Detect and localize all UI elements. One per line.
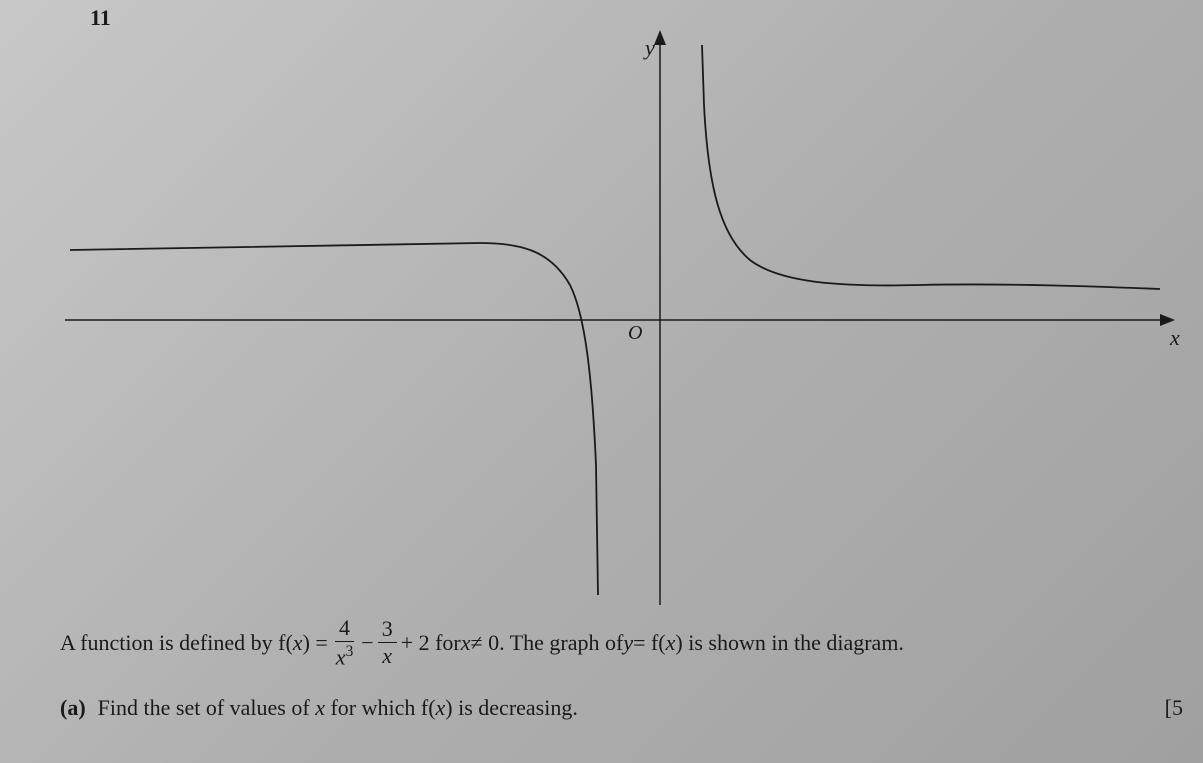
minus-sign: − — [361, 623, 373, 663]
question-text: A function is defined by f(x) = 4 x3 − 3… — [60, 617, 1183, 728]
part-a: (a) Find the set of values of x for whic… — [60, 688, 1183, 728]
frac1-den: x3 — [332, 642, 357, 668]
part-a-text-1: Find the set of values of — [98, 695, 316, 720]
def-text-6: ) is shown in the diagram. — [675, 623, 904, 663]
part-a-var-1: x — [315, 695, 325, 720]
x-axis-label: x — [1170, 325, 1180, 351]
part-a-content: Find the set of values of x for which f(… — [98, 688, 578, 728]
def-var-1: x — [293, 623, 303, 663]
curve-right-branch — [702, 45, 1160, 289]
frac2-num: 3 — [378, 618, 397, 643]
fraction-1: 4 x3 — [332, 617, 357, 668]
def-text-4: ≠ 0. The graph of — [471, 623, 624, 663]
def-var-2: x — [461, 623, 471, 663]
graph-svg — [60, 25, 1180, 615]
def-text-1: A function is defined by f( — [60, 623, 293, 663]
curve-left-branch — [70, 243, 598, 595]
fraction-2: 3 x — [378, 618, 397, 667]
graph-container: y x O — [60, 25, 1180, 615]
frac1-num: 4 — [335, 617, 354, 642]
frac1-den-var: x — [336, 644, 346, 669]
y-axis-label: y — [645, 35, 655, 61]
marks: [5 — [1165, 688, 1183, 728]
part-a-text-2: for which f( — [325, 695, 436, 720]
def-text-5: = f( — [633, 623, 666, 663]
part-a-var-2: x — [436, 695, 446, 720]
frac1-den-exp: 3 — [346, 643, 354, 660]
origin-label: O — [628, 322, 642, 345]
y-axis-arrow — [654, 30, 666, 45]
def-text-3: + 2 for — [401, 623, 461, 663]
def-var-4: x — [666, 623, 676, 663]
frac2-den: x — [378, 643, 396, 667]
part-a-text-3: ) is decreasing. — [445, 695, 578, 720]
part-a-label: (a) — [60, 688, 86, 728]
def-var-3: y — [623, 623, 633, 663]
function-definition: A function is defined by f(x) = 4 x3 − 3… — [60, 617, 1183, 668]
def-text-2: ) = — [303, 623, 328, 663]
